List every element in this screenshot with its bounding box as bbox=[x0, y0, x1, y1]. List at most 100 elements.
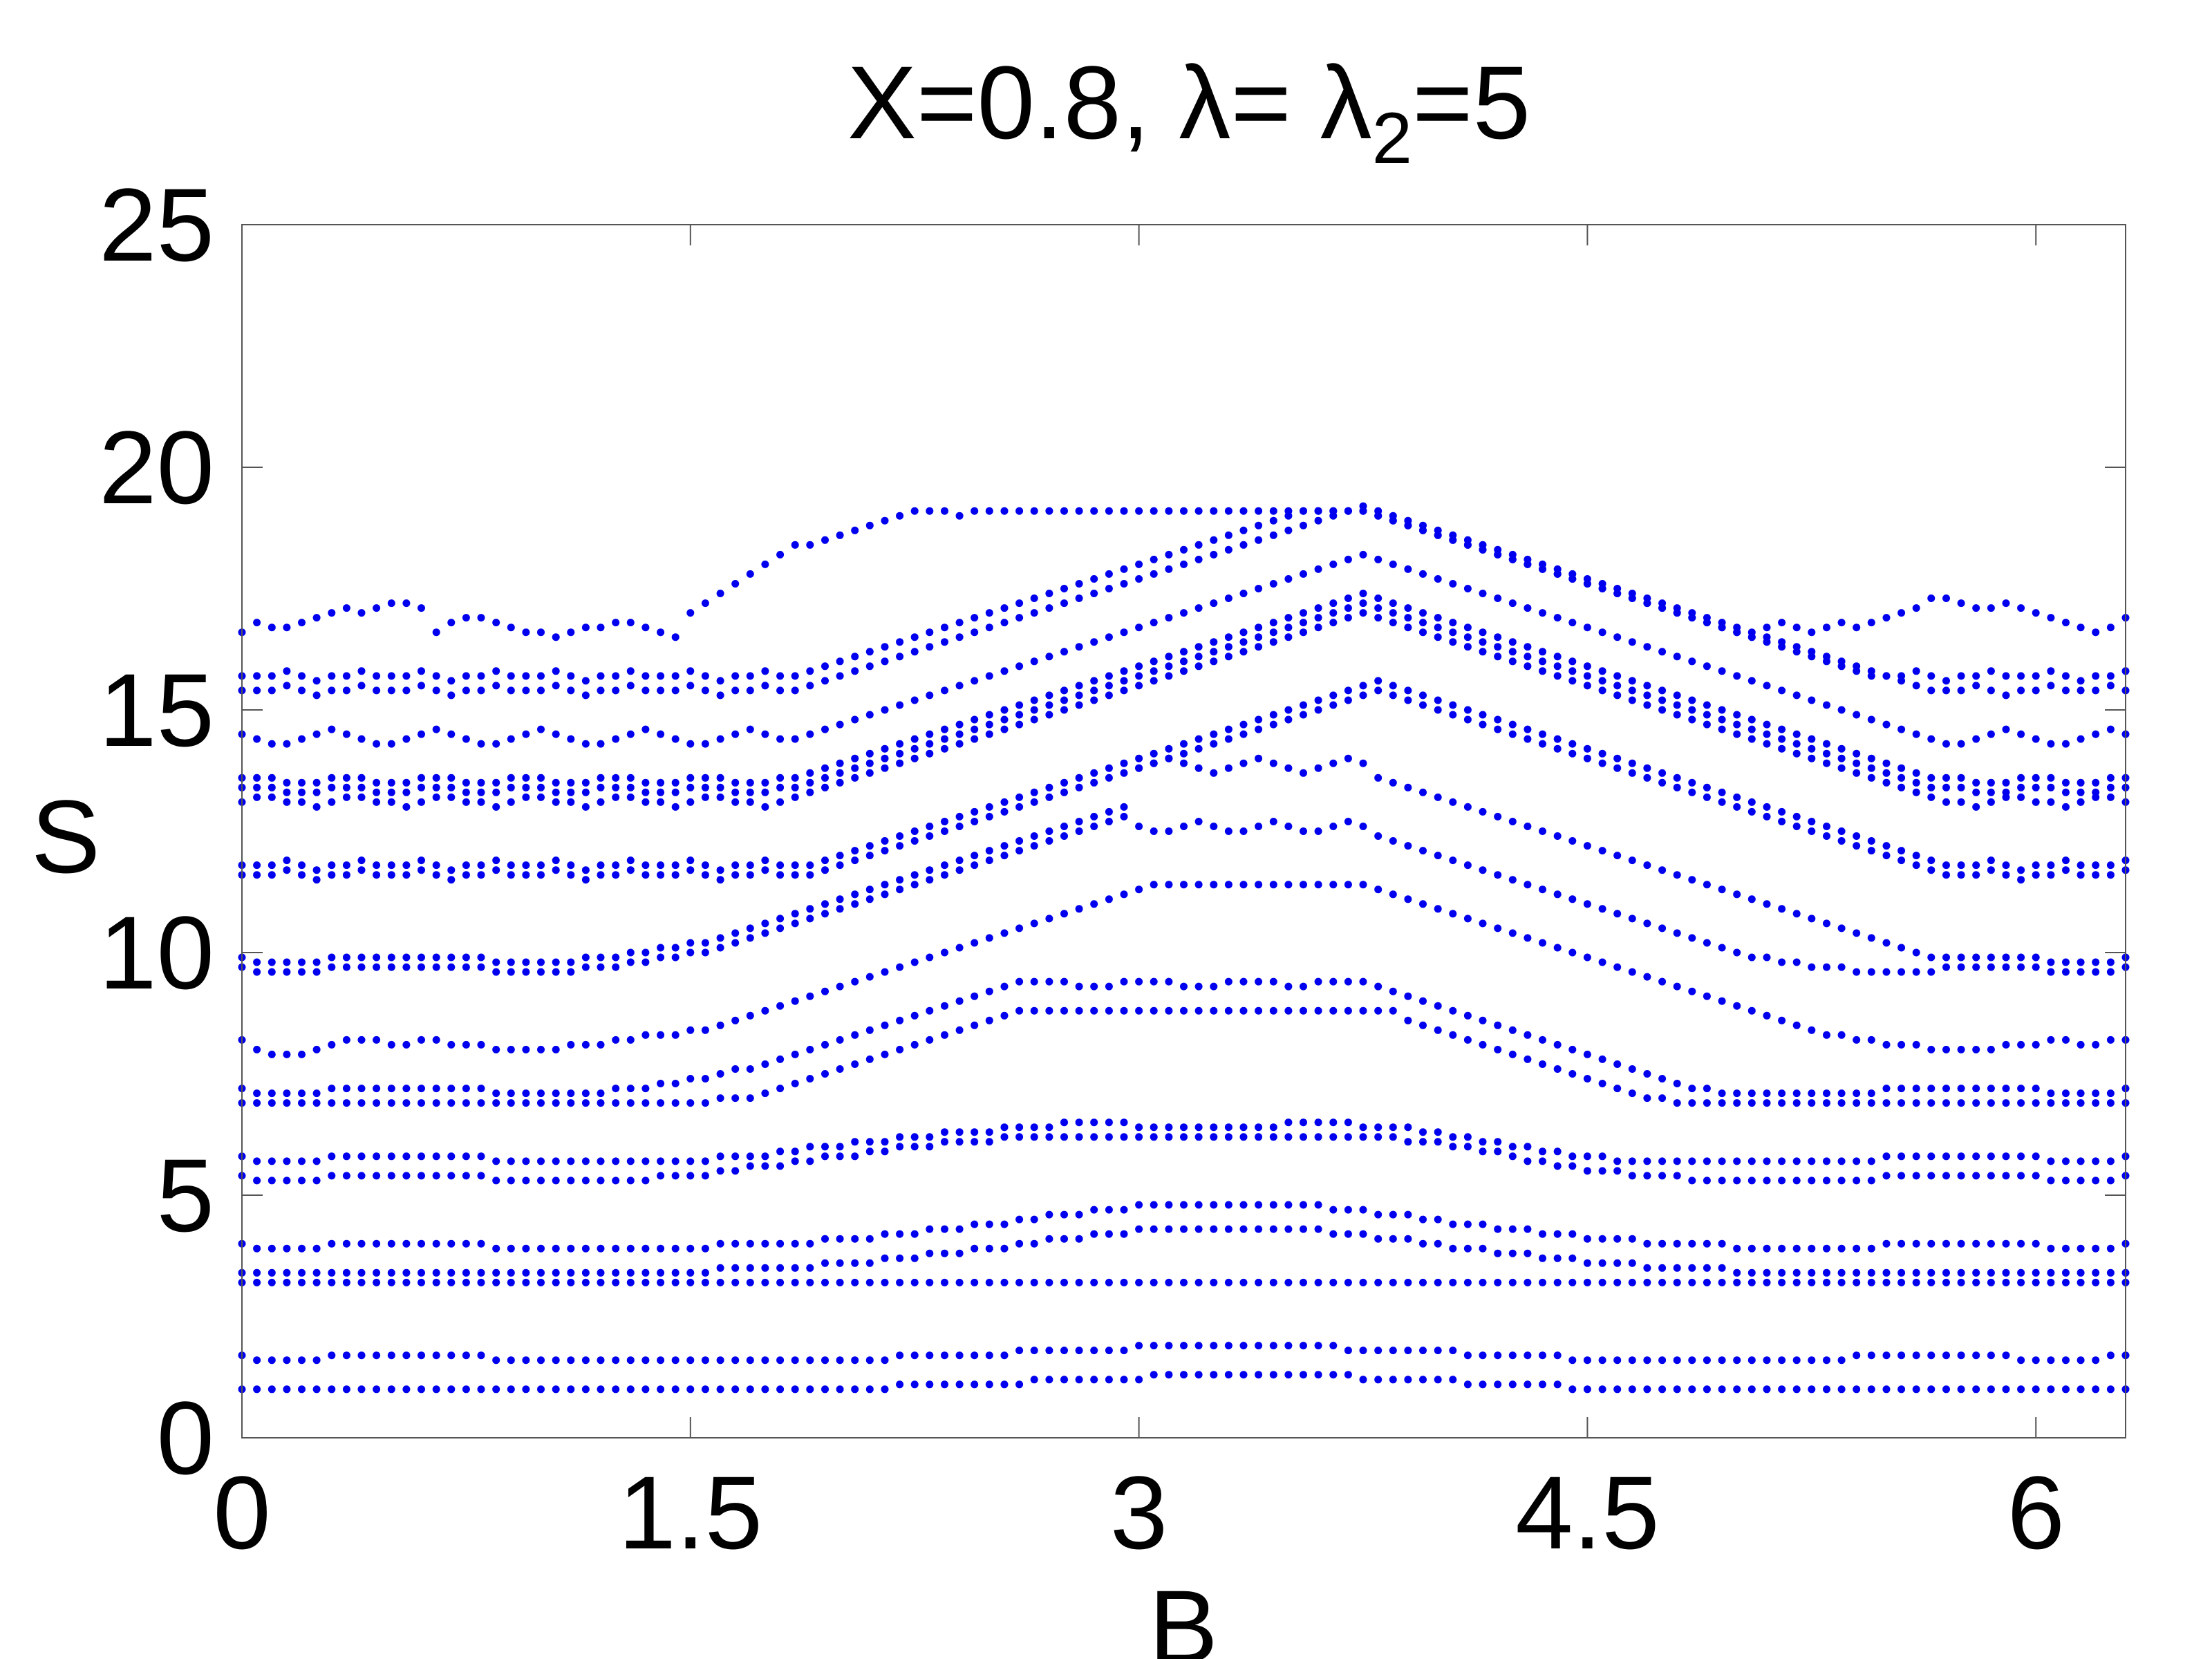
data-point bbox=[1853, 1089, 1861, 1098]
data-point bbox=[1434, 614, 1442, 622]
data-point bbox=[971, 1278, 979, 1286]
data-point bbox=[418, 682, 425, 690]
data-point bbox=[1210, 1133, 1218, 1141]
data-point bbox=[671, 735, 679, 743]
data-point bbox=[1494, 1138, 1502, 1146]
data-point bbox=[418, 667, 425, 675]
data-point bbox=[985, 624, 993, 632]
data-point bbox=[1912, 667, 1920, 675]
data-point bbox=[2077, 624, 2085, 632]
data-point bbox=[373, 740, 381, 748]
data-point bbox=[1494, 1021, 1502, 1029]
data-point bbox=[1643, 1385, 1651, 1394]
data-point bbox=[1479, 638, 1487, 646]
data-point bbox=[701, 939, 709, 947]
data-point bbox=[1090, 590, 1098, 597]
data-point bbox=[791, 672, 799, 680]
data-point bbox=[1030, 919, 1038, 928]
data-point bbox=[1269, 720, 1277, 729]
data-point bbox=[896, 740, 904, 748]
data-point bbox=[2062, 672, 2070, 680]
data-point bbox=[851, 1278, 859, 1286]
data-point bbox=[387, 1085, 395, 1093]
data-point bbox=[1853, 1244, 1861, 1253]
data-point bbox=[2032, 953, 2040, 962]
data-point bbox=[1987, 1099, 1995, 1107]
data-point bbox=[537, 783, 545, 791]
data-point bbox=[2032, 1268, 2040, 1277]
data-point bbox=[821, 536, 829, 544]
data-point bbox=[1823, 1177, 1830, 1185]
data-point bbox=[836, 1143, 844, 1151]
data-point bbox=[910, 881, 919, 889]
data-point bbox=[387, 778, 395, 787]
data-point bbox=[1942, 686, 1950, 695]
data-point bbox=[342, 1239, 350, 1248]
data-point bbox=[1972, 682, 1980, 690]
data-point bbox=[1194, 604, 1203, 612]
data-point bbox=[2017, 1099, 2025, 1107]
data-point bbox=[2106, 958, 2115, 966]
data-point bbox=[567, 861, 575, 870]
data-point bbox=[626, 1035, 635, 1044]
data-point bbox=[1583, 754, 1591, 762]
data-point bbox=[1090, 507, 1098, 515]
data-point bbox=[2032, 1172, 2040, 1180]
data-point bbox=[926, 740, 934, 748]
data-point bbox=[1224, 764, 1232, 772]
data-point bbox=[657, 1080, 665, 1087]
data-point bbox=[1239, 759, 1248, 767]
data-point bbox=[881, 1254, 889, 1262]
data-point bbox=[971, 818, 979, 825]
data-point bbox=[1957, 774, 1965, 782]
x-axis-label: B bbox=[1149, 1568, 1218, 1659]
data-point bbox=[865, 749, 874, 758]
data-point bbox=[910, 1040, 919, 1049]
data-point bbox=[1792, 740, 1801, 748]
data-point bbox=[671, 803, 679, 811]
data-point bbox=[1613, 1259, 1622, 1267]
data-point bbox=[1314, 881, 1322, 889]
data-point bbox=[971, 1244, 979, 1253]
data-point bbox=[342, 1085, 350, 1093]
data-point bbox=[2092, 1089, 2100, 1098]
data-point bbox=[312, 968, 321, 976]
data-point bbox=[971, 1380, 979, 1389]
data-point bbox=[1404, 624, 1412, 632]
data-point bbox=[955, 1026, 964, 1034]
data-point bbox=[2017, 730, 2025, 738]
data-point bbox=[1419, 526, 1427, 534]
data-point bbox=[1808, 1026, 1816, 1034]
data-point bbox=[1300, 881, 1307, 889]
data-point bbox=[432, 686, 440, 695]
data-point bbox=[941, 638, 948, 646]
data-point bbox=[1583, 1235, 1591, 1243]
data-point bbox=[1524, 1351, 1532, 1360]
data-point bbox=[1449, 910, 1457, 918]
data-point bbox=[2017, 774, 2025, 782]
data-point bbox=[2017, 1356, 2025, 1365]
data-point bbox=[387, 1099, 395, 1107]
data-point bbox=[1494, 1249, 1502, 1257]
data-point bbox=[298, 735, 306, 743]
data-point bbox=[552, 1356, 560, 1365]
data-point bbox=[1524, 1380, 1532, 1389]
data-point bbox=[746, 1264, 754, 1272]
data-point bbox=[1837, 1157, 1846, 1165]
data-point bbox=[2092, 1040, 2100, 1049]
data-point bbox=[373, 871, 381, 879]
data-point bbox=[1120, 686, 1128, 695]
data-point bbox=[447, 1172, 456, 1180]
data-point bbox=[1867, 847, 1875, 855]
data-point bbox=[821, 1278, 829, 1286]
data-point bbox=[1404, 842, 1412, 850]
data-point bbox=[746, 778, 754, 787]
data-point bbox=[1747, 1089, 1756, 1098]
data-point bbox=[1972, 1172, 1980, 1180]
data-point bbox=[1075, 1347, 1083, 1355]
data-point bbox=[2002, 1278, 2010, 1286]
data-point bbox=[2002, 963, 2010, 971]
data-point bbox=[865, 1235, 874, 1243]
data-point bbox=[1808, 1278, 1816, 1286]
data-point bbox=[1075, 774, 1083, 782]
